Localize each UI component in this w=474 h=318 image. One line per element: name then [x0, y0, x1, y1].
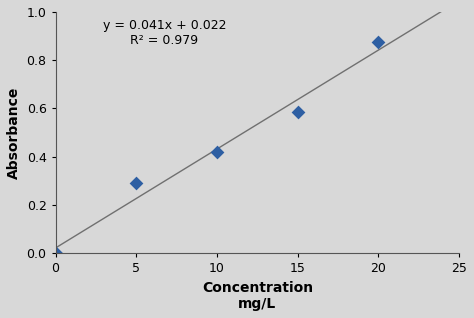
Point: [52, 251, 59, 256]
Text: y = 0.041x + 0.022
R² = 0.979: y = 0.041x + 0.022 R² = 0.979: [103, 19, 226, 47]
Y-axis label: Absorbance: Absorbance: [7, 86, 21, 179]
Point: [213, 149, 221, 155]
X-axis label: Concentration
mg/L: Concentration mg/L: [202, 281, 313, 311]
Point: [374, 39, 382, 45]
Point: [132, 181, 140, 186]
Point: [294, 110, 301, 115]
